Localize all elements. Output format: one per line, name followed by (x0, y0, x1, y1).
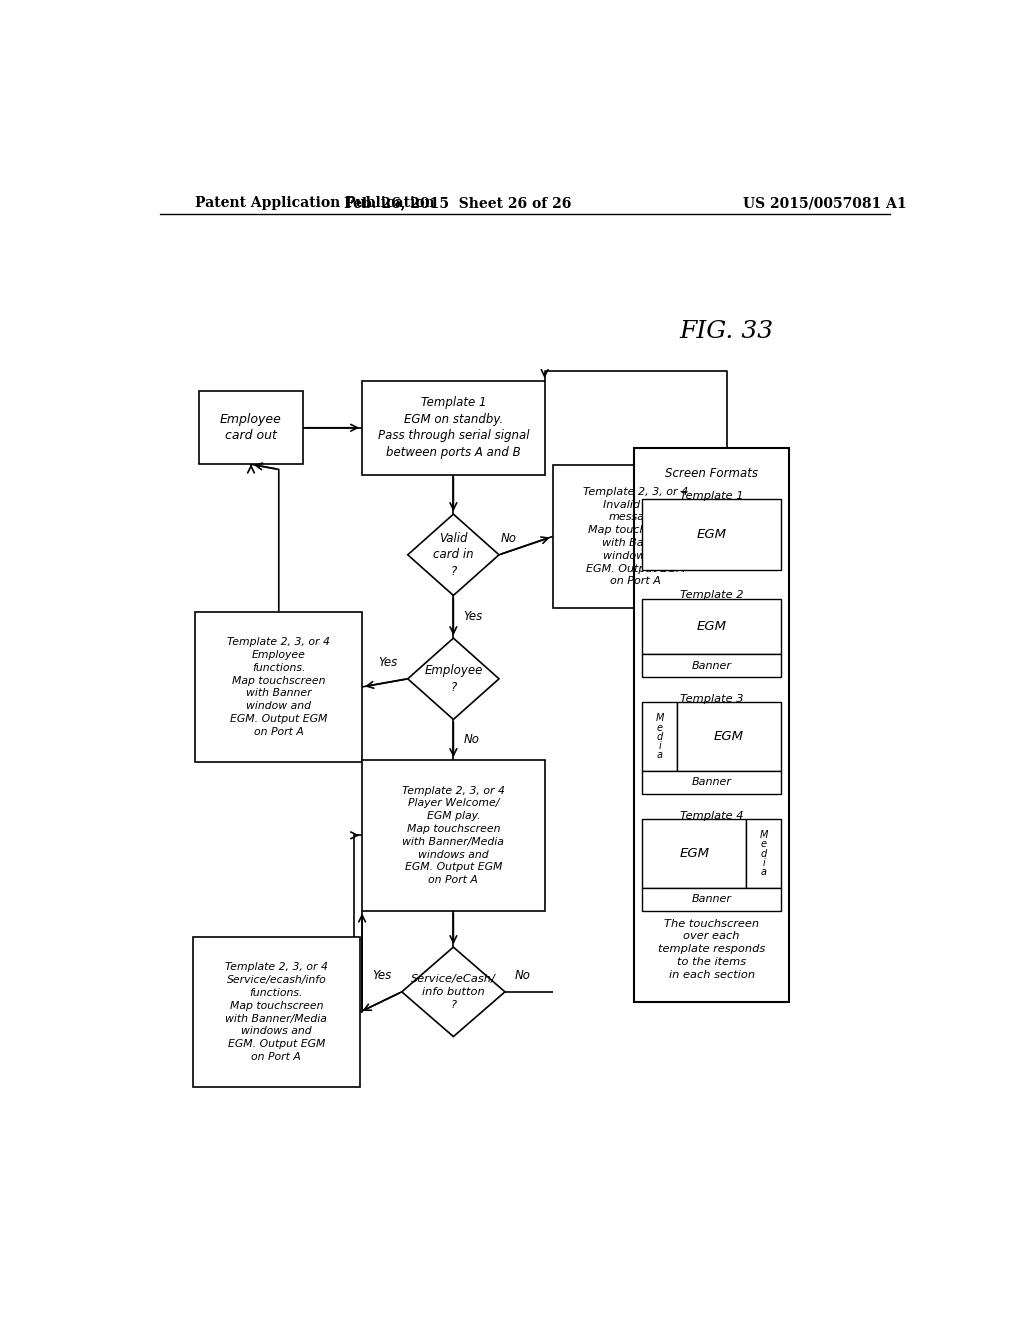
Text: Banner: Banner (691, 777, 732, 788)
Text: Template 3: Template 3 (680, 694, 743, 704)
FancyBboxPatch shape (642, 888, 781, 911)
Text: M
e
d
i
a: M e d i a (760, 830, 768, 876)
FancyBboxPatch shape (196, 611, 362, 762)
Text: Patent Application Publication: Patent Application Publication (196, 197, 435, 210)
Text: EGM: EGM (696, 620, 727, 634)
Text: No: No (501, 532, 516, 545)
FancyBboxPatch shape (553, 466, 719, 607)
FancyBboxPatch shape (362, 760, 545, 911)
Text: Employee
card out: Employee card out (220, 413, 282, 442)
Text: Yes: Yes (373, 969, 391, 982)
Text: The touchscreen
over each
template responds
to the items
in each section: The touchscreen over each template respo… (658, 919, 765, 979)
Text: EGM: EGM (714, 730, 744, 743)
FancyBboxPatch shape (642, 771, 781, 793)
Text: Template 2, 3, or 4
Service/ecash/info
functions.
Map touchscreen
with Banner/Me: Template 2, 3, or 4 Service/ecash/info f… (225, 962, 328, 1063)
Text: Template 2, 3, or 4
Employee
functions.
Map touchscreen
with Banner
window and
E: Template 2, 3, or 4 Employee functions. … (227, 638, 330, 737)
FancyBboxPatch shape (642, 702, 677, 771)
Text: Template 1
EGM on standby.
Pass through serial signal
between ports A and B: Template 1 EGM on standby. Pass through … (378, 396, 529, 459)
Text: Valid
card in
?: Valid card in ? (433, 532, 474, 578)
Text: US 2015/0057081 A1: US 2015/0057081 A1 (743, 197, 906, 210)
Text: Yes: Yes (378, 656, 397, 669)
FancyBboxPatch shape (194, 937, 359, 1088)
Text: Banner: Banner (691, 660, 732, 671)
Text: No: No (514, 969, 530, 982)
Text: Screen Formats: Screen Formats (666, 467, 758, 480)
Text: Feb. 26, 2015  Sheet 26 of 26: Feb. 26, 2015 Sheet 26 of 26 (344, 197, 571, 210)
Text: FIG. 33: FIG. 33 (680, 319, 774, 343)
Text: Template 2, 3, or 4
Player Welcome/
EGM play.
Map touchscreen
with Banner/Media
: Template 2, 3, or 4 Player Welcome/ EGM … (402, 785, 505, 886)
Text: Template 2, 3, or 4
Invalid card
message.
Map touchscreen
with Banner
window and: Template 2, 3, or 4 Invalid card message… (584, 487, 688, 586)
FancyBboxPatch shape (642, 499, 781, 570)
FancyBboxPatch shape (746, 820, 781, 888)
Polygon shape (408, 638, 499, 719)
Text: Service/eCash/
info button
?: Service/eCash/ info button ? (411, 974, 496, 1010)
FancyBboxPatch shape (677, 702, 781, 771)
FancyBboxPatch shape (200, 391, 303, 465)
Text: Template 2: Template 2 (680, 590, 743, 601)
Text: EGM: EGM (679, 847, 710, 861)
FancyBboxPatch shape (642, 820, 746, 888)
FancyBboxPatch shape (642, 598, 781, 655)
Polygon shape (401, 948, 505, 1036)
Text: Yes: Yes (464, 610, 483, 623)
FancyBboxPatch shape (362, 381, 545, 474)
Text: EGM: EGM (696, 528, 727, 541)
Text: M
e
d
i
a: M e d i a (655, 713, 664, 760)
Polygon shape (408, 515, 499, 595)
FancyBboxPatch shape (642, 655, 781, 677)
Text: Template 1: Template 1 (680, 491, 743, 500)
FancyBboxPatch shape (634, 447, 790, 1002)
Text: Employee
?: Employee ? (424, 664, 482, 693)
Text: No: No (464, 734, 479, 746)
Text: Template 4: Template 4 (680, 810, 743, 821)
Text: Banner: Banner (691, 895, 732, 904)
